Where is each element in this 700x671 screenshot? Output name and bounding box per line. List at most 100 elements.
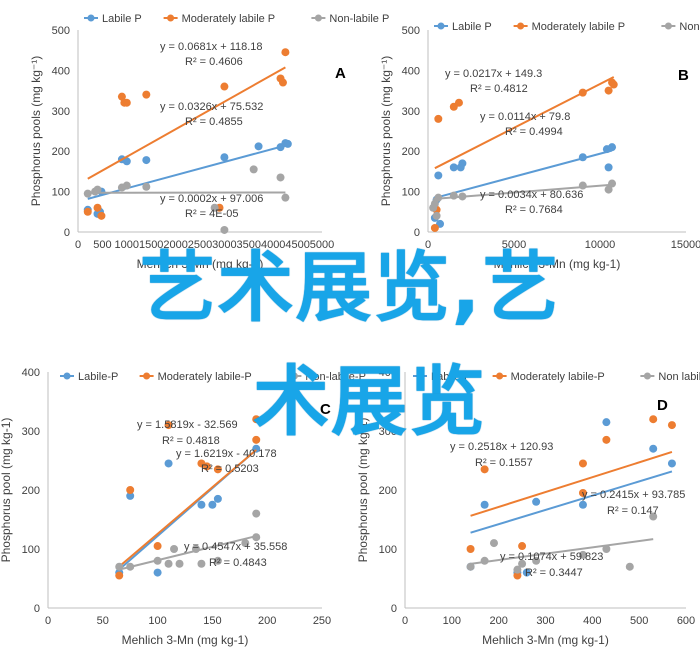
regression-equation: y = 1.6219x - 40.178 xyxy=(176,448,277,460)
data-point xyxy=(170,545,179,553)
y-tick-label: 500 xyxy=(52,25,70,37)
data-point xyxy=(489,539,498,548)
x-tick-label: 200 xyxy=(489,615,507,627)
x-axis-title: Mehlich 3-Mn (mg kg-1) xyxy=(482,633,609,647)
data-point xyxy=(281,193,290,202)
data-point xyxy=(213,465,222,474)
data-point xyxy=(609,80,618,89)
data-point xyxy=(430,199,439,208)
data-point xyxy=(480,500,489,509)
x-tick-label: 400 xyxy=(583,615,601,627)
y-axis-title: Phosphorus pools (mg kg⁻¹) xyxy=(379,56,393,206)
data-point xyxy=(602,545,611,553)
regression-equation: y = 0.4547x + 35.558 xyxy=(184,541,287,553)
data-point xyxy=(153,556,162,565)
x-tick-label: 500 xyxy=(630,615,648,627)
y-tick-label: 200 xyxy=(402,146,420,158)
x-tick-label: 0 xyxy=(425,239,431,251)
data-point xyxy=(532,497,541,506)
y-tick-label: 0 xyxy=(34,603,40,615)
data-point xyxy=(252,435,261,444)
data-point xyxy=(208,500,217,509)
y-tick-label: 400 xyxy=(379,367,397,379)
x-tick-label: 50 xyxy=(97,615,109,627)
data-point xyxy=(466,562,475,571)
data-point xyxy=(480,556,489,565)
regression-equation: y = 1.5819x - 32.569 xyxy=(137,419,238,431)
data-point xyxy=(202,462,211,471)
data-point xyxy=(122,181,131,190)
legend-swatch-marker xyxy=(643,372,651,380)
x-tick-label: 2500 xyxy=(188,239,212,251)
data-point xyxy=(254,142,263,151)
data-point xyxy=(578,153,587,162)
x-tick-label: 300 xyxy=(536,615,554,627)
data-point xyxy=(608,143,617,152)
x-tick-label: 15000 xyxy=(671,239,700,251)
data-point xyxy=(430,223,439,232)
legend-entry: Moderately labile P xyxy=(182,13,276,25)
data-point xyxy=(604,86,613,95)
data-point xyxy=(252,533,261,542)
x-tick-label: 0 xyxy=(45,615,51,627)
panel-label: C xyxy=(320,401,331,418)
trendline xyxy=(87,143,289,200)
data-point xyxy=(117,92,126,101)
regression-equation: y = 0.2415x + 93.785 xyxy=(582,489,685,501)
data-point xyxy=(522,568,531,577)
x-tick-label: 0 xyxy=(402,615,408,627)
trendline xyxy=(87,66,286,180)
data-point xyxy=(164,559,173,568)
data-point xyxy=(164,421,173,430)
data-point xyxy=(625,562,634,571)
data-point xyxy=(649,512,658,521)
data-point xyxy=(604,163,613,172)
r-squared-label: R² = 0.4818 xyxy=(162,435,220,447)
trendline xyxy=(470,470,673,534)
legend-entry: Labile-P xyxy=(431,371,471,383)
legend-swatch-marker xyxy=(437,22,445,30)
data-point xyxy=(434,114,443,123)
legend-swatch-marker xyxy=(314,14,322,22)
data-point xyxy=(278,78,287,87)
data-point xyxy=(220,82,229,91)
data-point xyxy=(122,98,131,107)
data-point xyxy=(466,545,475,553)
r-squared-label: R² = 0.147 xyxy=(607,505,659,517)
regression-equation: y = 0.0034x + 80.636 xyxy=(480,189,583,201)
y-tick-label: 400 xyxy=(22,367,40,379)
overlay-watermark-line-2: 术展览 xyxy=(253,357,487,446)
data-point xyxy=(93,185,102,194)
data-point xyxy=(434,171,443,180)
x-tick-label: 1000 xyxy=(115,239,139,251)
data-point xyxy=(213,556,222,565)
data-point xyxy=(449,191,458,200)
legend-entry: Labile-P xyxy=(78,371,118,383)
x-tick-label: 0 xyxy=(75,239,81,251)
y-tick-label: 100 xyxy=(52,187,70,199)
x-tick-label: 5000 xyxy=(310,239,334,251)
y-tick-label: 100 xyxy=(402,187,420,199)
data-point xyxy=(241,539,250,548)
data-point xyxy=(578,550,587,559)
legend-entry: Moderately labile-P xyxy=(158,371,252,383)
chart-panel-c: 0 100 200 300 400 0 50 100 150 200 250 Mehlich 3-Mn… xyxy=(0,367,366,647)
x-tick-label: 5000 xyxy=(502,239,526,251)
y-tick-label: 0 xyxy=(64,227,70,239)
r-squared-label: R² = 0.4994 xyxy=(505,126,563,138)
r-squared-label: R² = 0.4855 xyxy=(185,116,243,128)
x-tick-label: 250 xyxy=(313,615,331,627)
y-axis-title: Phosphorus pool (mg kg-1) xyxy=(356,418,370,563)
legend-swatch-marker xyxy=(167,14,175,22)
data-point xyxy=(93,203,102,212)
r-squared-label: R² = 0.5203 xyxy=(201,463,259,475)
x-tick-label: 10000 xyxy=(585,239,616,251)
y-tick-label: 100 xyxy=(379,544,397,556)
regression-equation: y = 0.0326x + 75.532 xyxy=(160,101,263,113)
legend-swatch-marker xyxy=(63,372,71,380)
data-point xyxy=(480,465,489,474)
data-point xyxy=(197,559,206,568)
y-tick-label: 400 xyxy=(52,65,70,77)
data-point xyxy=(213,494,222,503)
y-tick-label: 500 xyxy=(402,25,420,37)
